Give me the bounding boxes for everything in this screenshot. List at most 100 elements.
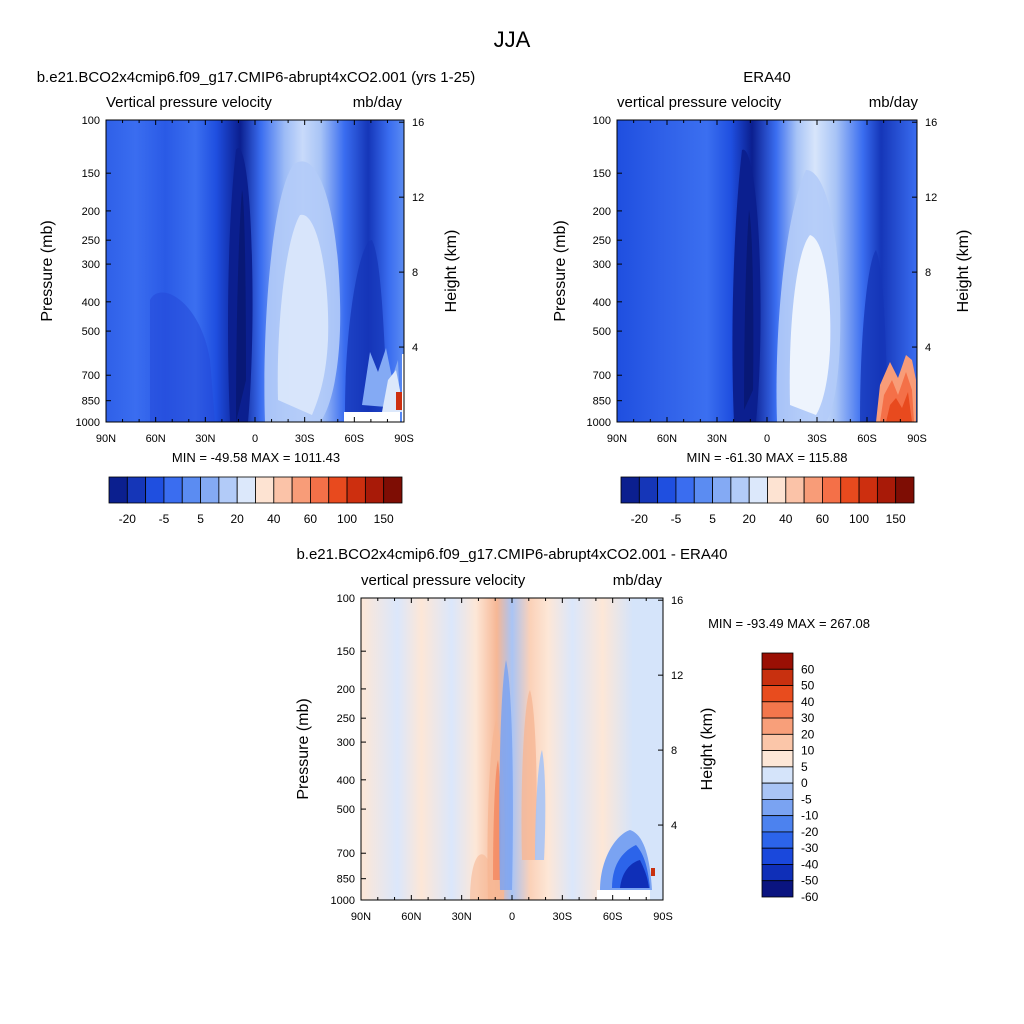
x-tick-label: 0 bbox=[509, 911, 515, 923]
colorbar-label: 100 bbox=[849, 512, 869, 526]
colorbar-swatch bbox=[730, 476, 750, 504]
x-tick-label: 60N bbox=[657, 433, 677, 445]
x-tick-label: 30S bbox=[553, 911, 573, 923]
y-right-tick-label: 12 bbox=[412, 192, 424, 204]
y-tick-label: 850 bbox=[593, 396, 611, 408]
colorbar-label: -5 bbox=[801, 792, 812, 806]
colorbar-swatch bbox=[761, 685, 794, 703]
colorbar-swatch bbox=[761, 668, 794, 686]
colorbar-swatch bbox=[310, 476, 330, 504]
x-tick-label: 90S bbox=[394, 433, 414, 445]
x-tick-label: 90N bbox=[96, 433, 116, 445]
y-right-tick-label: 8 bbox=[412, 267, 418, 279]
colorbar-label: 60 bbox=[801, 662, 815, 676]
colorbar-swatch bbox=[236, 476, 256, 504]
min-max-text: MIN = -93.49 MAX = 267.08 bbox=[708, 616, 870, 631]
colorbar-label: -10 bbox=[801, 809, 819, 823]
y-axis-label: Pressure (mb) bbox=[39, 220, 56, 321]
min-max-text: MIN = -49.58 MAX = 1011.43 bbox=[172, 450, 340, 465]
colorbar-swatch bbox=[761, 652, 794, 670]
y-right-tick-label: 16 bbox=[412, 117, 424, 129]
colorbar-swatch bbox=[693, 476, 713, 504]
x-tick-label: 90S bbox=[653, 911, 673, 923]
colorbar: -20 -5 5 20 40 60 100 150 bbox=[620, 476, 915, 526]
colorbar-swatch bbox=[840, 476, 860, 504]
y-tick-label: 700 bbox=[82, 370, 100, 382]
y-tick-label: 1000 bbox=[331, 895, 355, 907]
y-axis-label: Pressure (mb) bbox=[295, 698, 312, 799]
x-tick-label: 30S bbox=[295, 433, 315, 445]
colorbar-label: -5 bbox=[671, 512, 682, 526]
colorbar-swatch bbox=[761, 847, 794, 865]
x-tick-label: 30N bbox=[452, 911, 472, 923]
y-axis-right-label: Height (km) bbox=[955, 230, 972, 313]
y-tick-label: 200 bbox=[82, 206, 100, 218]
colorbar-label: 150 bbox=[886, 512, 906, 526]
colorbar-label: -30 bbox=[801, 841, 819, 855]
colorbar-label: -50 bbox=[801, 874, 819, 888]
colorbar-label: 5 bbox=[801, 760, 808, 774]
colorbar-swatch bbox=[163, 476, 183, 504]
colorbar-swatch bbox=[291, 476, 311, 504]
y-right-tick-label: 16 bbox=[671, 595, 683, 607]
y-tick-label: 700 bbox=[593, 370, 611, 382]
y-axis-label: Pressure (mb) bbox=[552, 220, 569, 321]
y-tick-label: 1000 bbox=[76, 417, 100, 429]
colorbar-label: 20 bbox=[231, 512, 245, 526]
colorbar-label: 5 bbox=[197, 512, 204, 526]
y-right-tick-label: 4 bbox=[925, 342, 931, 354]
y-right-tick-label: 16 bbox=[925, 117, 937, 129]
y-tick-label: 100 bbox=[82, 115, 100, 127]
x-tick-label: 60S bbox=[603, 911, 623, 923]
x-tick-label: 30S bbox=[807, 433, 827, 445]
colorbar-label: 20 bbox=[801, 727, 815, 741]
axes: 100 150 200 250 300 400 500 700 850 1000 4 8 12 16 90N… bbox=[76, 115, 425, 445]
colorbar-swatch bbox=[383, 476, 403, 504]
x-tick-label: 60N bbox=[401, 911, 421, 923]
colorbar-swatch bbox=[761, 831, 794, 849]
panel-subtitle-left: vertical pressure velocity bbox=[361, 572, 526, 589]
y-right-tick-label: 4 bbox=[412, 342, 418, 354]
colorbar-swatch bbox=[712, 476, 732, 504]
colorbar-swatch bbox=[748, 476, 768, 504]
min-max-text: MIN = -61.30 MAX = 115.88 bbox=[687, 450, 848, 465]
colorbar-label: 0 bbox=[801, 776, 808, 790]
colorbar-swatch bbox=[803, 476, 823, 504]
colorbar-label: 100 bbox=[337, 512, 357, 526]
y-tick-label: 400 bbox=[337, 775, 355, 787]
y-tick-label: 300 bbox=[337, 737, 355, 749]
colorbar-swatch bbox=[761, 701, 794, 719]
colorbar-label: 50 bbox=[801, 679, 815, 693]
y-tick-label: 850 bbox=[82, 396, 100, 408]
y-right-tick-label: 8 bbox=[925, 267, 931, 279]
colorbar-label: 10 bbox=[801, 744, 815, 758]
y-tick-label: 150 bbox=[82, 168, 100, 180]
colorbar-label: 20 bbox=[743, 512, 757, 526]
contour-field bbox=[616, 119, 921, 423]
y-tick-label: 300 bbox=[593, 259, 611, 271]
colorbar-swatch bbox=[761, 799, 794, 817]
colorbar-swatch bbox=[761, 864, 794, 882]
y-tick-label: 250 bbox=[82, 235, 100, 247]
colorbar-swatch bbox=[638, 476, 659, 504]
contour-field bbox=[360, 597, 667, 901]
y-tick-label: 400 bbox=[82, 297, 100, 309]
y-axis-right-label: Height (km) bbox=[699, 708, 716, 791]
y-tick-label: 250 bbox=[593, 235, 611, 247]
colorbar-swatch bbox=[675, 476, 695, 504]
colorbar: -20 -5 5 20 40 60 100 150 bbox=[108, 476, 403, 526]
axes: 100 150 200 250 300 400 500 700 850 1000 4 8 12 16 90N… bbox=[331, 593, 684, 923]
colorbar-swatch bbox=[620, 476, 640, 504]
panel-subtitle-right: mb/day bbox=[353, 94, 403, 111]
colorbar-label: -20 bbox=[801, 825, 819, 839]
y-tick-label: 200 bbox=[337, 684, 355, 696]
colorbar-swatch bbox=[364, 476, 385, 504]
y-tick-label: 150 bbox=[593, 168, 611, 180]
colorbar-swatch bbox=[761, 815, 794, 833]
y-tick-label: 100 bbox=[593, 115, 611, 127]
x-tick-label: 90S bbox=[907, 433, 927, 445]
y-tick-label: 100 bbox=[337, 593, 355, 605]
colorbar-swatch bbox=[346, 476, 366, 504]
x-tick-label: 30N bbox=[195, 433, 215, 445]
contour-field bbox=[105, 119, 406, 423]
